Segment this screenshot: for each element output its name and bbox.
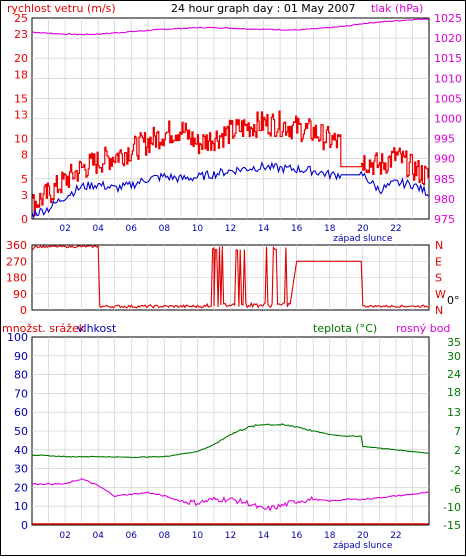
pressure-y-tick-label: 1005 xyxy=(434,92,462,105)
wind-direction-series-line xyxy=(31,244,430,309)
temperature-y-tick-label: 7 xyxy=(454,425,461,438)
humidity-y-tick-label: 70 xyxy=(14,387,28,400)
temperature-y-tick-label: -15 xyxy=(443,519,461,532)
humidity-y-tick-label: 80 xyxy=(14,369,28,382)
wind-avg-series-line xyxy=(31,160,430,220)
direction-y-tick-label: 270 xyxy=(6,255,27,268)
humidity-y-tick-label: 90 xyxy=(14,350,28,363)
rain-temp-x-tick-label: 08 xyxy=(159,531,171,541)
pressure-axis-title: tlak (hPa) xyxy=(371,2,423,15)
wind-axis-title: rychlost vetru (m/s) xyxy=(7,2,116,15)
direction-y-tick-label: 360 xyxy=(6,239,27,252)
wind-x-tick-label: 16 xyxy=(291,224,303,234)
wind-y-tick-label: 0 xyxy=(21,213,28,226)
temperature-series-line xyxy=(31,423,430,459)
direction-compass-label: S xyxy=(435,272,442,285)
rain-temp-x-tick-label: 20 xyxy=(357,531,369,541)
wind-x-tick-label: 04 xyxy=(92,224,104,234)
rain-temp-x-tick-label: 04 xyxy=(92,531,104,541)
humidity-y-tick-label: 10 xyxy=(14,500,28,513)
direction-compass-label: N xyxy=(435,239,443,252)
rain-temp-x-tick-label: 10 xyxy=(192,531,204,541)
direction-zero-label: 0° xyxy=(447,294,460,307)
wind-y-tick-label: 25 xyxy=(14,12,28,25)
wind-y-tick-label: 10 xyxy=(14,133,28,146)
pressure-y-tick-label: 1020 xyxy=(434,32,462,45)
wind-x-tick-label: 12 xyxy=(225,224,236,234)
wind-y-tick-label: 8 xyxy=(21,149,28,162)
wind-x-tick-label: 14 xyxy=(258,224,270,234)
humidity-y-tick-label: 40 xyxy=(14,444,28,457)
temperature-y-tick-label: 30 xyxy=(447,350,461,363)
direction-compass-label: N xyxy=(435,304,443,317)
temperature-y-tick-label: 2 xyxy=(454,444,461,457)
dewpoint-axis-title: rosný bod xyxy=(396,322,450,335)
rain-temp-x-tick-label: 02 xyxy=(59,531,70,541)
rain-temp-x-tick-label: 14 xyxy=(258,531,270,541)
wind-x-tick-label: 20 xyxy=(357,224,369,234)
temperature-y-tick-label: -6 xyxy=(450,483,461,496)
wind-y-tick-label: 18 xyxy=(14,68,28,81)
humidity-y-tick-label: 20 xyxy=(14,481,28,494)
pressure-y-tick-label: 995 xyxy=(434,133,455,146)
rain-temp-x-tick-label: 18 xyxy=(324,531,336,541)
wind-x-tick-label: 02 xyxy=(59,224,70,234)
rain-temp-sunset-label: západ slunce xyxy=(333,541,393,551)
pressure-y-tick-label: 1000 xyxy=(434,113,462,126)
rain-axis-title: množst. srážek xyxy=(2,322,86,335)
temperature-y-tick-label: 13 xyxy=(447,406,461,419)
wind-y-tick-label: 13 xyxy=(14,108,28,121)
temperature-y-tick-label: 35 xyxy=(447,336,461,349)
pressure-series-line xyxy=(32,18,430,36)
chart-title: 24 hour graph day : 01 May 2007 xyxy=(171,2,356,15)
dewpoint-series-line xyxy=(31,477,430,512)
wind-y-tick-label: 20 xyxy=(14,52,28,65)
rain-temp-x-tick-label: 12 xyxy=(225,531,236,541)
direction-y-tick-label: 90 xyxy=(13,288,27,301)
pressure-y-tick-label: 985 xyxy=(434,173,455,186)
direction-compass-label: E xyxy=(435,255,442,268)
humidity-y-tick-label: 50 xyxy=(14,425,28,438)
direction-y-tick-label: 180 xyxy=(6,272,27,285)
wind-x-tick-label: 08 xyxy=(159,224,171,234)
wind-y-tick-label: 5 xyxy=(21,173,28,186)
wind-x-tick-label: 22 xyxy=(390,224,401,234)
temperature-y-tick-label: 24 xyxy=(447,368,461,381)
wind-y-tick-label: 23 xyxy=(14,28,28,41)
humidity-axis-title: vlhkost xyxy=(77,322,117,335)
wind-x-tick-label: 18 xyxy=(324,224,336,234)
rain-temp-x-tick-label: 22 xyxy=(390,531,401,541)
pressure-y-tick-label: 990 xyxy=(434,153,455,166)
temperature-y-tick-label: 18 xyxy=(447,386,461,399)
temperature-axis-title: teplota (°C) xyxy=(313,322,377,335)
humidity-y-tick-label: 30 xyxy=(14,463,28,476)
rain-temp-x-tick-label: 06 xyxy=(126,531,138,541)
wind-gust-series-line xyxy=(32,110,430,216)
temperature-y-tick-label: -2 xyxy=(450,464,461,477)
wind-x-tick-label: 06 xyxy=(126,224,138,234)
wind-y-tick-label: 15 xyxy=(14,92,28,105)
wind-sunset-label: západ slunce xyxy=(333,234,393,244)
pressure-y-tick-label: 1025 xyxy=(434,12,462,25)
pressure-y-tick-label: 1010 xyxy=(434,72,462,85)
humidity-y-tick-label: 60 xyxy=(14,406,28,419)
direction-compass-label: W xyxy=(435,288,446,301)
direction-y-tick-label: 0 xyxy=(20,304,27,317)
temperature-y-tick-label: -10 xyxy=(443,501,461,514)
pressure-y-tick-label: 980 xyxy=(434,193,455,206)
wind-y-tick-label: 3 xyxy=(21,189,28,202)
humidity-y-tick-label: 0 xyxy=(21,519,28,532)
pressure-y-tick-label: 975 xyxy=(434,213,455,226)
rain-temp-x-tick-label: 16 xyxy=(291,531,303,541)
wind-x-tick-label: 10 xyxy=(192,224,204,234)
humidity-y-tick-label: 100 xyxy=(7,331,28,344)
pressure-y-tick-label: 1015 xyxy=(434,52,462,65)
